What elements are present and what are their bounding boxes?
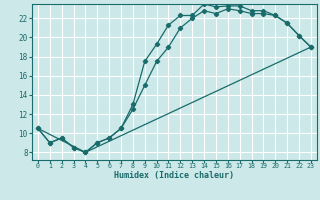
X-axis label: Humidex (Indice chaleur): Humidex (Indice chaleur) [115,171,234,180]
